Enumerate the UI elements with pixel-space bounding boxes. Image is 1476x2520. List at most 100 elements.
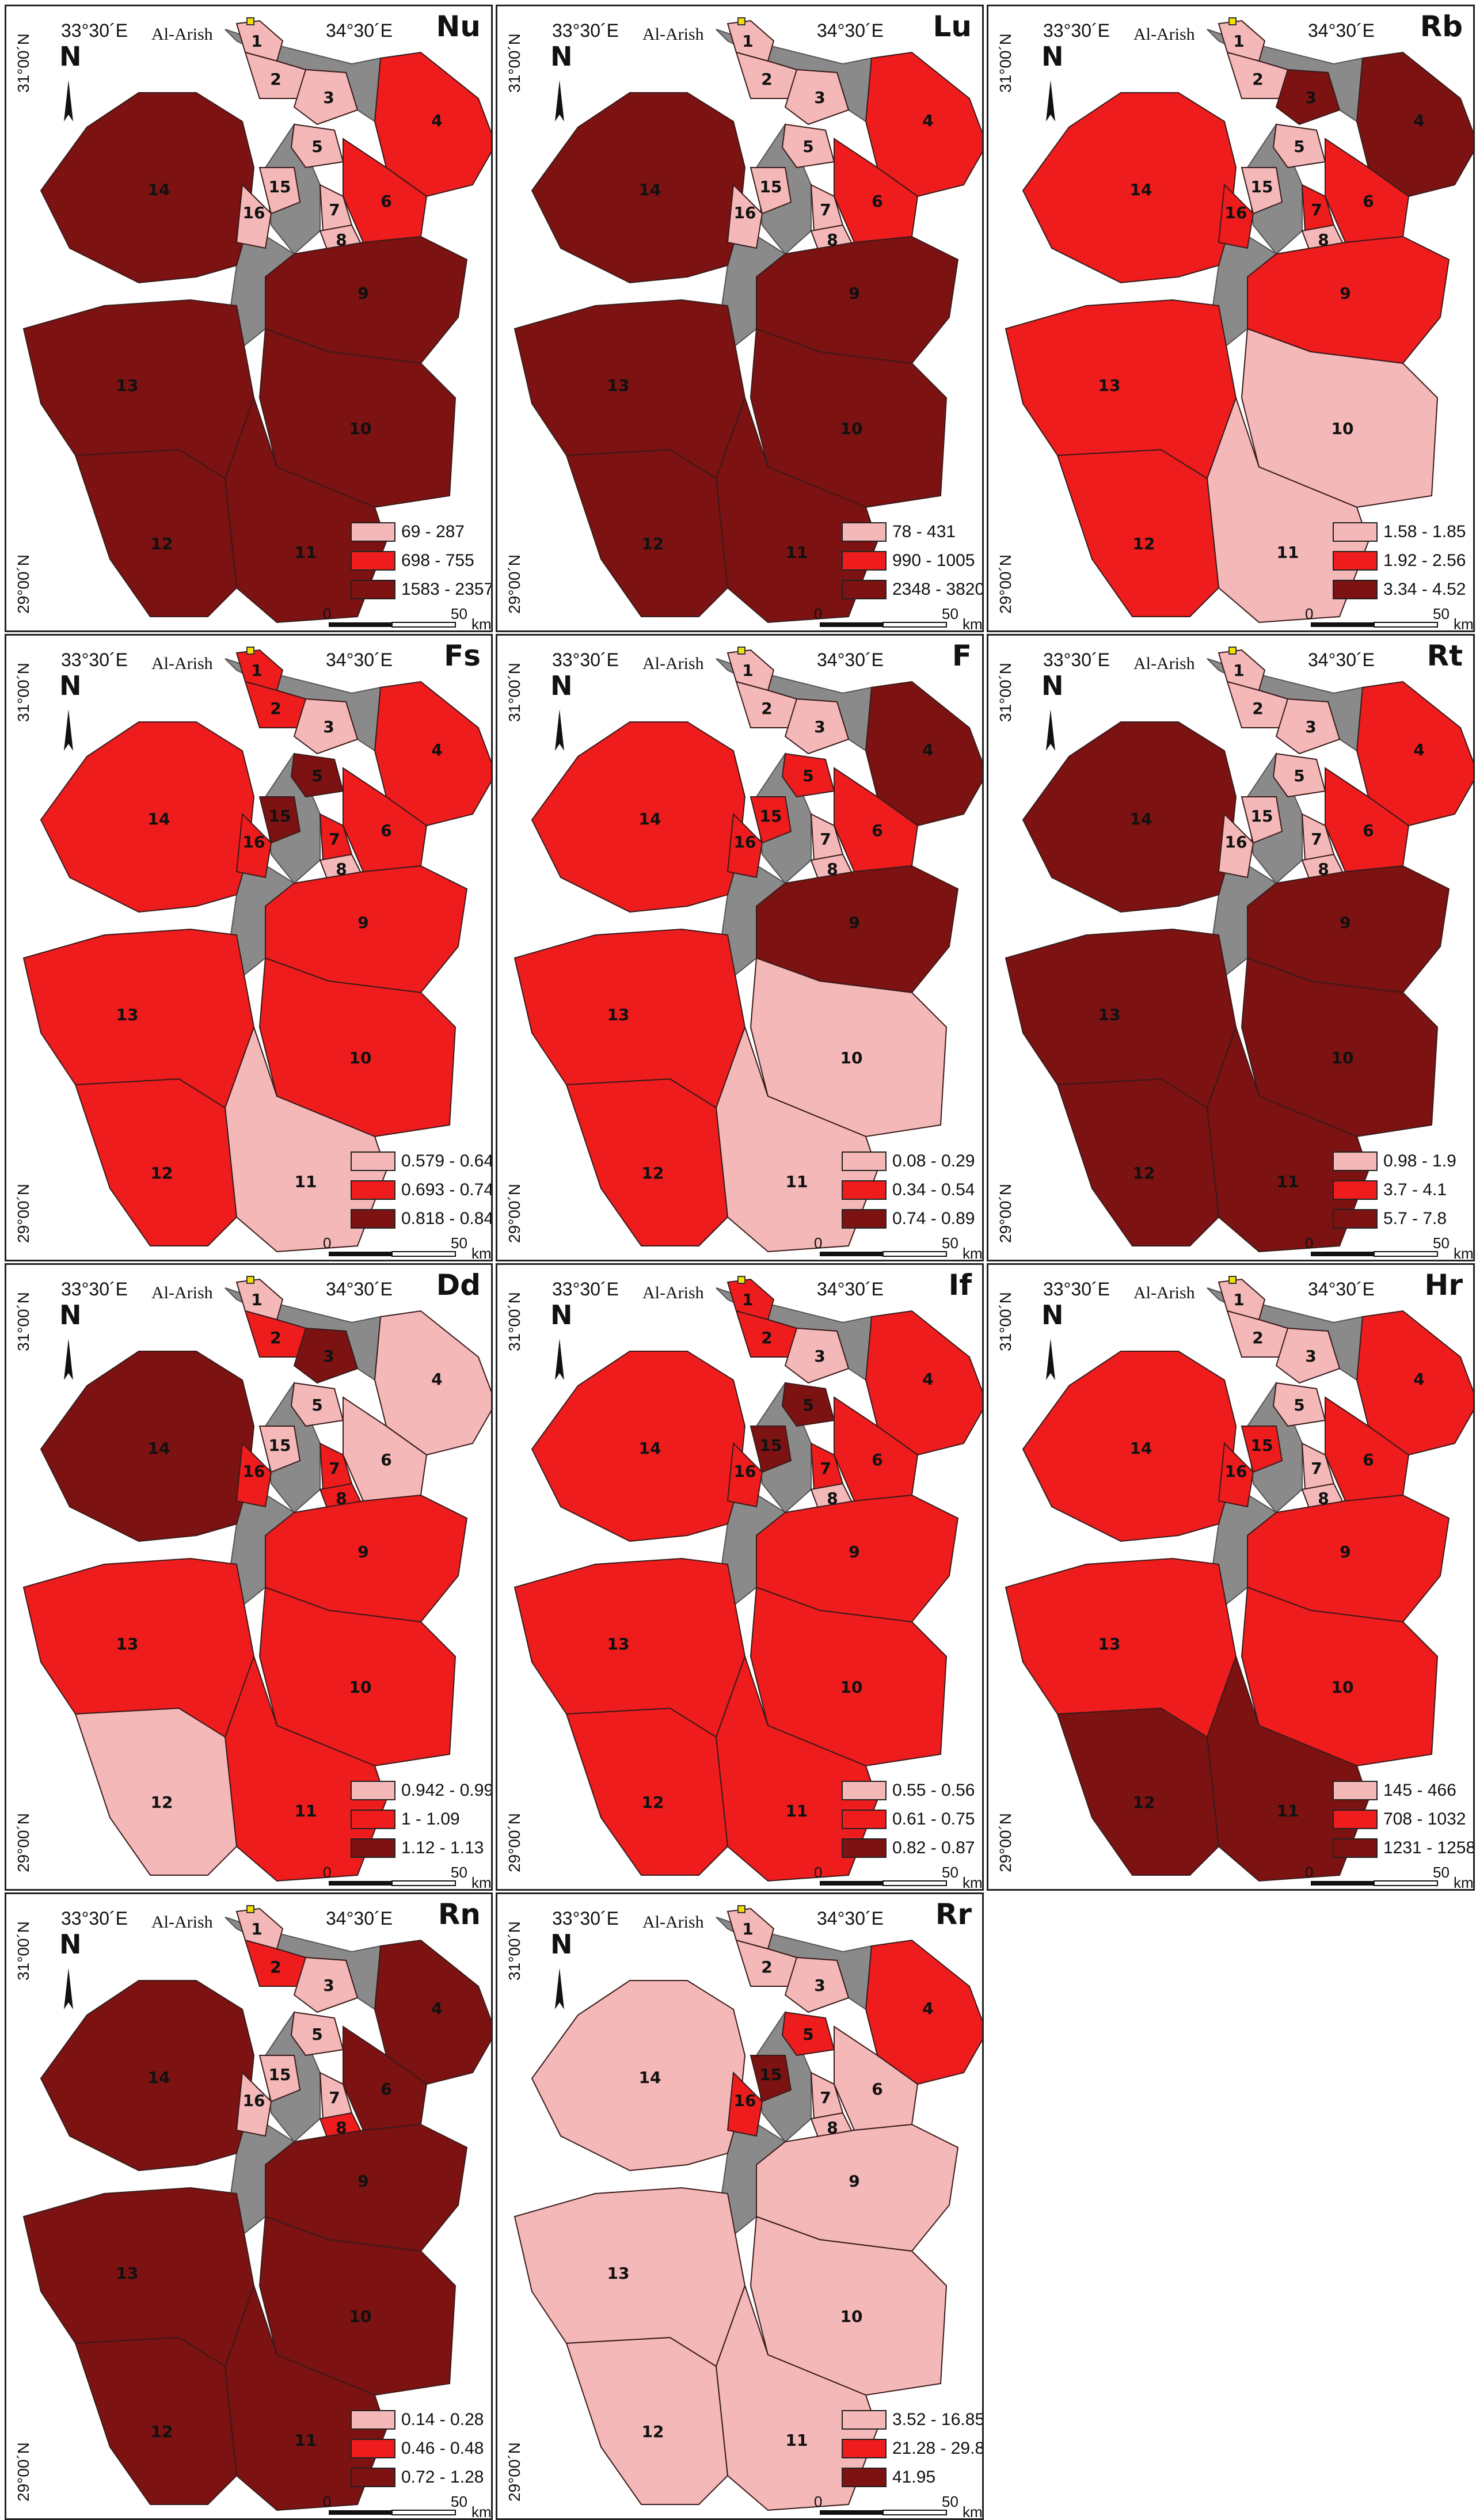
city-marker (737, 1905, 745, 1913)
legend-swatch (351, 1838, 395, 1858)
basin-12 (565, 448, 729, 617)
basin-label-13: 13 (607, 1635, 630, 1654)
scale-bar-segment (820, 622, 883, 627)
north-label: N (1041, 41, 1064, 72)
basin-1 (1218, 649, 1266, 691)
basin-16 (235, 1442, 272, 1508)
parameter-code: Rb (1420, 10, 1463, 43)
basin-label-8: 8 (336, 2118, 347, 2137)
legend: 0.55 - 0.56 0.61 - 0.75 0.82 - 0.87 (842, 1776, 975, 1863)
basin-16 (1218, 183, 1254, 249)
scale-bar-segment (1374, 622, 1438, 628)
basin-label-9: 9 (849, 913, 859, 932)
basin-label-10: 10 (840, 2307, 863, 2326)
legend-item: 698 - 755 (351, 546, 491, 575)
basin-4 (374, 51, 491, 197)
basin-label-9: 9 (357, 2172, 368, 2191)
latitude-north-label: 31°00´N (996, 33, 1014, 93)
latitude-north-label: 31°00´N (996, 1291, 1014, 1351)
legend-item: 21.28 - 29.87 (842, 2434, 984, 2463)
basin-label-6: 6 (1363, 821, 1374, 840)
parameter-code: Fs (444, 639, 481, 672)
scale-bar-segment (329, 622, 392, 627)
legend-item: 5.7 - 7.8 (1333, 1204, 1456, 1233)
basin-5 (781, 752, 835, 798)
legend-swatch (351, 1209, 395, 1229)
legend-item: 1231 - 1258 (1333, 1834, 1473, 1863)
basin-label-5: 5 (1294, 137, 1304, 156)
basin-label-5: 5 (311, 137, 322, 156)
legend-item: 1 - 1.09 (351, 1805, 491, 1834)
basin-label-10: 10 (349, 419, 372, 438)
basin-12 (565, 1707, 729, 1876)
basin-label-5: 5 (311, 766, 322, 785)
basin-label-1: 1 (251, 32, 262, 51)
basin-label-14: 14 (1130, 180, 1152, 199)
basin-16 (1218, 812, 1254, 879)
longitude-east-label: 34°30´E (326, 1279, 393, 1299)
basin-label-13: 13 (116, 1005, 139, 1024)
basin-3 (1275, 698, 1341, 755)
scale-bar-segment (391, 1251, 456, 1257)
basin-label-6: 6 (381, 2080, 391, 2099)
basin-label-11: 11 (1277, 543, 1299, 562)
north-arrow-icon (64, 1339, 73, 1380)
legend: 78 - 431 990 - 1005 2348 - 3820 (842, 518, 982, 604)
city-marker (246, 1276, 254, 1284)
scale-bar-segment (1374, 1251, 1438, 1257)
basin-4 (374, 681, 491, 827)
north-label: N (550, 1299, 573, 1331)
basin-label-3: 3 (323, 1347, 334, 1366)
basin-label-1: 1 (251, 1290, 262, 1309)
scale-bar-segment (391, 1880, 456, 1886)
legend-swatch (351, 2468, 395, 2487)
scale-zero-label: 0 (814, 2493, 823, 2510)
basin-12 (1056, 1078, 1220, 1246)
legend-item: 1.58 - 1.85 (1333, 518, 1466, 546)
legend-swatch (1333, 522, 1378, 542)
latitude-south-label: 29°00´N (505, 1183, 523, 1243)
legend-label: 1.58 - 1.85 (1383, 522, 1466, 541)
legend-label: 3.52 - 16.85 (892, 2410, 984, 2429)
basin-label-11: 11 (295, 1172, 317, 1191)
scale-bar-segment (1311, 1252, 1374, 1256)
scale-bar-segment (820, 1881, 883, 1886)
basin-16 (235, 2071, 272, 2137)
basin-5 (781, 123, 835, 169)
basin-4 (865, 51, 982, 197)
basin-label-3: 3 (814, 1347, 825, 1366)
basin-label-2: 2 (761, 1328, 772, 1347)
basin-label-16: 16 (1225, 1462, 1247, 1481)
city-marker (246, 647, 254, 655)
basin-label-13: 13 (607, 1005, 630, 1024)
basin-10 (750, 957, 948, 1138)
basin-label-16: 16 (1225, 203, 1247, 222)
basin-4 (374, 1310, 491, 1456)
legend-swatch (842, 2410, 887, 2430)
legend-item: 3.52 - 16.85 (842, 2405, 984, 2434)
city-marker (1228, 647, 1237, 655)
basin-14 (40, 1351, 255, 1542)
legend-label: 1.92 - 2.56 (1383, 551, 1466, 570)
basin-1 (235, 1907, 284, 1950)
basin-4 (1356, 51, 1473, 197)
basin-label-15: 15 (269, 807, 291, 826)
basin-14 (40, 1980, 255, 2172)
scale-zero-label: 0 (323, 1864, 332, 1881)
basin-13 (1005, 1557, 1237, 1738)
legend: 3.52 - 16.85 21.28 - 29.87 41.95 (842, 2405, 984, 2492)
basin-15 (258, 1426, 301, 1473)
basin-label-9: 9 (357, 913, 368, 932)
basin-14 (531, 92, 746, 284)
legend-swatch (351, 522, 395, 542)
scale-bar-segment (1374, 1880, 1438, 1886)
basin-label-8: 8 (827, 230, 838, 249)
basin-label-9: 9 (1340, 284, 1351, 303)
basin-label-12: 12 (151, 1164, 173, 1183)
legend-label: 21.28 - 29.87 (892, 2439, 984, 2458)
longitude-west-label: 33°30´E (61, 1908, 128, 1929)
longitude-west-label: 33°30´E (61, 649, 128, 670)
basin-13 (513, 928, 746, 1109)
legend-swatch (842, 1180, 887, 1200)
